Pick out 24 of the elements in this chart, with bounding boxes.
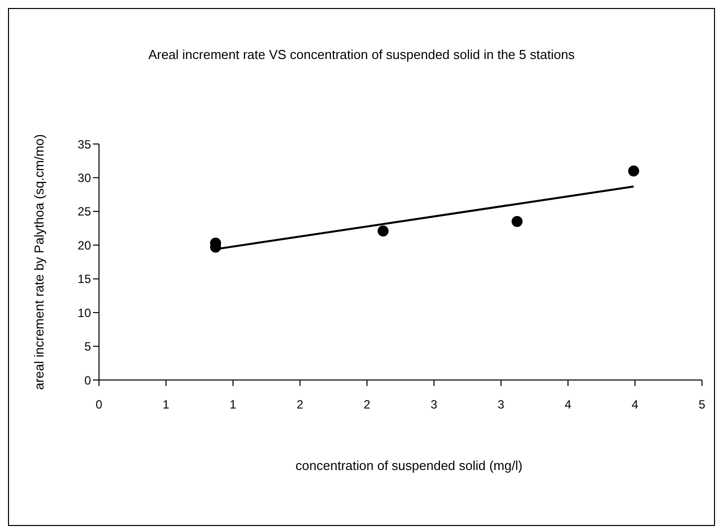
x-tick-label: 1 <box>230 398 237 412</box>
x-axis-title: concentration of suspended solid (mg/l) <box>294 458 524 473</box>
x-tick-label: 4 <box>564 398 572 412</box>
x-tick-label: 4 <box>632 398 639 412</box>
x-tick-label: 5 <box>698 398 706 412</box>
x-tick-label: 0 <box>96 398 103 412</box>
y-tick-label: 25 <box>78 204 92 219</box>
point <box>628 165 640 176</box>
point <box>378 225 389 236</box>
y-tick-label: 35 <box>78 137 92 152</box>
y-tick-label: 20 <box>78 238 92 252</box>
x-tick-label: 3 <box>498 398 505 412</box>
x-tick-label: 2 <box>296 398 304 412</box>
x-tick-label: 3 <box>430 398 438 412</box>
chart-title: Areal increment rate VS concentration of suspended solid in the 5 stations <box>147 47 576 62</box>
y-tick-label: 5 <box>84 340 92 354</box>
y-tick-label: 30 <box>78 170 92 185</box>
x-tick-label: 1 <box>162 398 170 412</box>
point <box>512 216 523 228</box>
y-axis-title: areal increment rate by Palythoa (sq.cm/mo) <box>32 134 47 390</box>
y-tick-label: 15 <box>78 272 92 286</box>
y-tick-label: 0 <box>84 373 92 388</box>
y-tick-label: 10 <box>78 306 92 320</box>
x-tick-label: 2 <box>364 398 371 412</box>
